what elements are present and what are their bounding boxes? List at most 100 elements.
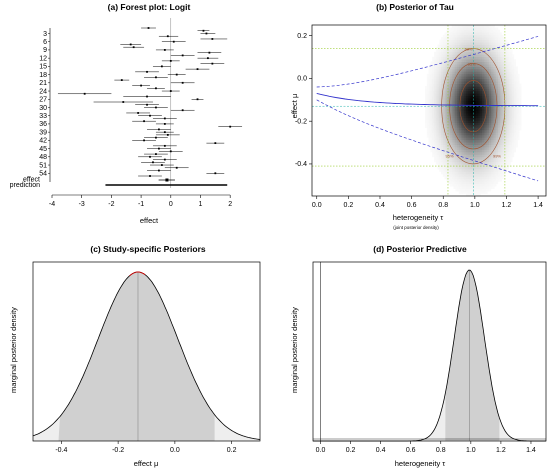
- density-cell: [512, 83, 515, 87]
- density-cell: [451, 147, 454, 150]
- density-cell: [485, 169, 488, 172]
- density-cell: [485, 159, 488, 163]
- density-cell: [446, 152, 449, 155]
- density-cell: [501, 105, 504, 109]
- contour-label: 99%: [493, 154, 501, 159]
- density-cell: [444, 176, 447, 180]
- density-cell: [451, 105, 454, 109]
- density-cell: [489, 181, 492, 185]
- density-cell: [439, 64, 442, 67]
- density-cell: [458, 90, 461, 94]
- density-cell: [487, 174, 490, 177]
- density-cell: [460, 122, 463, 126]
- density-cell: [451, 159, 454, 163]
- density-cell: [448, 110, 451, 114]
- density-cell: [474, 78, 477, 82]
- density-cell: [487, 90, 490, 94]
- density-cell: [496, 171, 499, 175]
- density-cell: [439, 61, 442, 65]
- density-cell: [460, 83, 463, 87]
- density-cell: [453, 90, 456, 94]
- density-cell: [480, 169, 483, 172]
- density-cell: [476, 169, 479, 172]
- density-cell: [458, 71, 461, 75]
- density-cell: [485, 51, 488, 55]
- density-cell: [465, 100, 469, 104]
- density-cell: [435, 161, 438, 165]
- density-cell: [469, 54, 472, 58]
- density-cell: [505, 125, 508, 128]
- density-cell: [455, 54, 458, 58]
- density-cell: [512, 112, 515, 116]
- density-cell: [492, 76, 495, 80]
- density-cell: [469, 193, 472, 197]
- density-cell: [487, 144, 490, 148]
- density-cell: [487, 95, 490, 99]
- density-cell: [513, 110, 517, 114]
- density-cell: [465, 134, 469, 138]
- density-cell: [442, 88, 445, 92]
- density-cell: [474, 137, 477, 141]
- density-cell: [467, 90, 470, 94]
- density-cell: [496, 42, 499, 45]
- density-cell: [515, 105, 518, 109]
- density-cell: [467, 127, 470, 131]
- density-cell: [453, 181, 456, 185]
- density-cell: [425, 88, 428, 92]
- density-cell: [474, 56, 477, 60]
- density-cell: [487, 171, 490, 175]
- density-cell: [494, 127, 497, 131]
- density-cell: [433, 95, 437, 99]
- density-cell: [439, 166, 442, 170]
- density-cell: [481, 98, 485, 102]
- density-cell: [474, 103, 477, 106]
- density-cell: [506, 73, 509, 77]
- density-cell: [446, 149, 449, 153]
- density-cell: [503, 142, 506, 145]
- density-cell: [499, 125, 502, 128]
- density-cell: [439, 54, 442, 58]
- density-cell: [426, 112, 429, 116]
- density-cell: [480, 108, 483, 111]
- density-cell: [444, 139, 447, 143]
- density-cell: [467, 142, 470, 145]
- density-cell: [471, 100, 474, 104]
- density-cell: [439, 149, 442, 153]
- density-cell: [505, 81, 508, 84]
- density-cell: [483, 73, 486, 77]
- density-cell: [442, 161, 445, 165]
- density-cell: [478, 112, 481, 116]
- density-cell: [444, 134, 447, 138]
- density-cell: [435, 46, 438, 50]
- study-estimate: [149, 114, 151, 117]
- density-cell: [490, 88, 493, 92]
- density-cell: [453, 183, 456, 187]
- density-cell: [492, 32, 495, 36]
- density-cell: [505, 147, 508, 150]
- density-cell: [497, 166, 501, 170]
- density-cell: [510, 61, 513, 65]
- density-cell: [481, 137, 485, 141]
- density-cell: [446, 161, 449, 165]
- density-cell: [480, 68, 483, 72]
- density-cell: [517, 115, 520, 119]
- density-cell: [478, 76, 481, 80]
- density-cell: [462, 125, 465, 128]
- density-cell: [462, 34, 465, 38]
- density-cell: [485, 125, 488, 128]
- density-cell: [490, 132, 493, 136]
- density-cell: [480, 51, 483, 55]
- density-cell: [457, 164, 460, 167]
- density-cell: [437, 130, 440, 133]
- density-cell: [433, 86, 437, 89]
- x-tick-label: -3: [79, 201, 85, 208]
- density-cell: [471, 54, 474, 58]
- density-cell: [435, 134, 438, 138]
- density-cell: [480, 59, 483, 62]
- density-cell: [499, 127, 502, 131]
- density-cell: [465, 64, 469, 67]
- density-cell: [455, 66, 458, 70]
- density-cell: [508, 152, 511, 155]
- density-cell: [441, 110, 444, 114]
- density-cell: [474, 117, 477, 121]
